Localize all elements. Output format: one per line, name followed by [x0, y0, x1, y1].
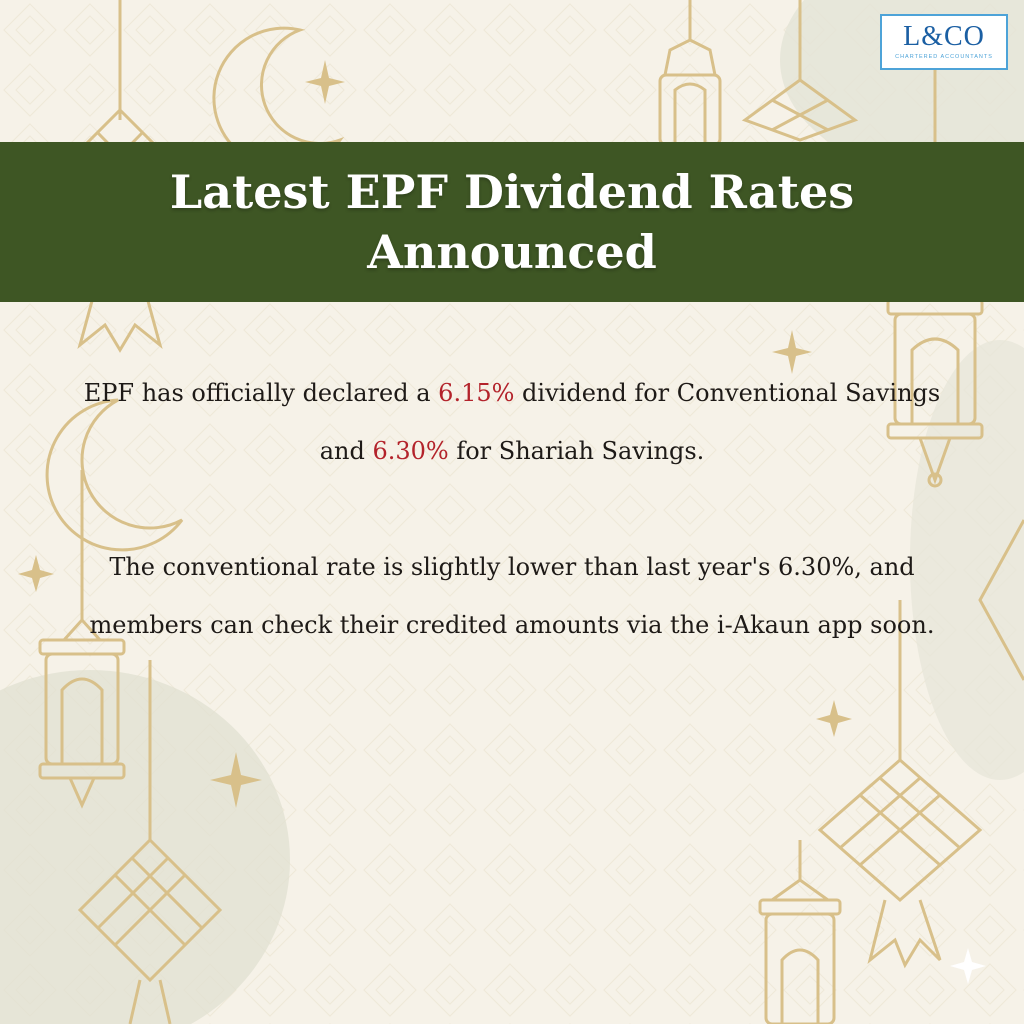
- logo-subtitle: CHARTERED ACCOUNTANTS: [895, 54, 993, 60]
- shariah-rate: 6.30%: [372, 437, 449, 465]
- title-banner: Latest EPF Dividend Rates Announced: [0, 142, 1024, 302]
- conventional-rate: 6.15%: [438, 379, 515, 407]
- paragraph-comparison: The conventional rate is slightly lower …: [89, 553, 935, 639]
- paragraph-rates: EPF has officially declared a 6.15% divi…: [70, 364, 954, 480]
- title-line-1: Latest EPF Dividend Rates: [169, 165, 855, 219]
- rates-text-part-2: dividend for Conventional Savings and: [319, 379, 941, 465]
- rates-text-part-3: for Shariah Savings.: [448, 437, 705, 465]
- logo-text: L&CO: [903, 21, 985, 52]
- title-line-2: Announced: [367, 225, 657, 279]
- page-title: Latest EPF Dividend Rates Announced: [100, 162, 924, 282]
- lco-logo: L&CO CHARTERED ACCOUNTANTS: [880, 14, 1008, 70]
- rates-text-part-1: EPF has officially declared a: [83, 379, 439, 407]
- announcement-body: EPF has officially declared a 6.15% divi…: [70, 364, 954, 654]
